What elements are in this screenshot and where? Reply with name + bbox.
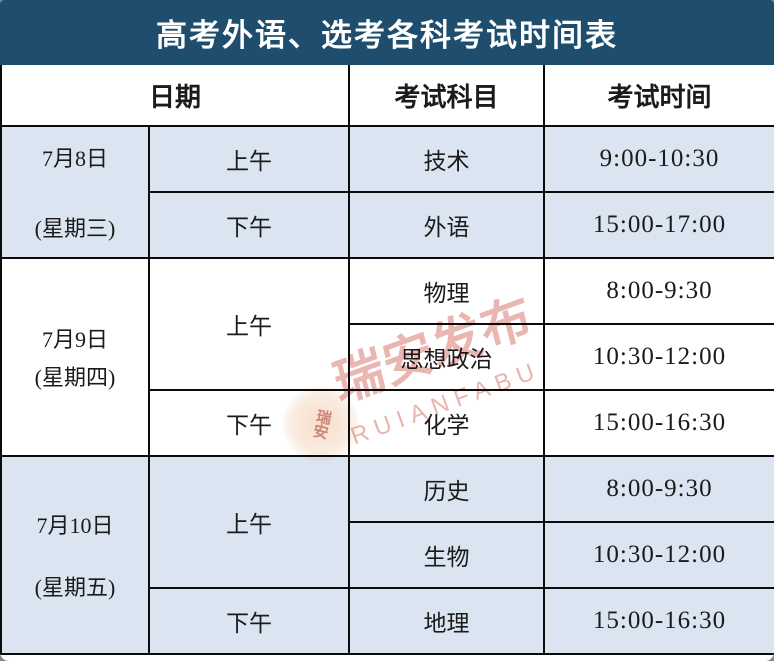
date-lines: 7月9日 (星期四) <box>2 322 148 392</box>
subject-cell: 思想政治 <box>348 323 546 391</box>
time-cell: 10:30-12:00 <box>543 521 774 589</box>
table-header-row: 日期 考试科目 考试时间 <box>0 65 774 127</box>
period-cell: 上午 <box>147 257 351 391</box>
time-cell: 15:00-17:00 <box>543 191 774 259</box>
page-title: 高考外语、选考各科考试时间表 <box>0 0 774 65</box>
subject-cell: 化学 <box>348 389 546 457</box>
weekday-text: (星期五) <box>34 575 116 600</box>
table-row: 7月8日 (星期三) 上午 技术 9:00-10:30 <box>0 125 774 259</box>
period-cell: 下午 <box>147 389 351 457</box>
date-text: 7月9日 <box>41 327 108 352</box>
time-cell: 15:00-16:30 <box>543 587 774 655</box>
column-header-date: 日期 <box>0 65 351 127</box>
table-row: 思想政治 10:30-12:00 <box>1 323 774 391</box>
period-cell: 上午 <box>147 125 351 193</box>
table-row: 生物 10:30-12:00 <box>1 521 774 589</box>
period-cell: 下午 <box>147 587 351 655</box>
weekday-text: (星期三) <box>34 216 116 241</box>
table-row: 下午 化学 15:00-16:30 <box>1 389 774 457</box>
date-cell-jul8: 7月8日 (星期三) <box>0 125 150 259</box>
table-row: 下午 地理 15:00-16:30 <box>1 587 774 655</box>
subject-cell: 地理 <box>348 587 546 655</box>
exam-schedule-table: 日期 考试科目 考试时间 7月8日 (星期三) 上午 技术 9:00-10:30… <box>0 65 774 655</box>
date-cell-jul10: 7月10日 (星期五) <box>0 455 150 655</box>
time-cell: 10:30-12:00 <box>543 323 774 391</box>
subject-cell: 历史 <box>348 455 546 523</box>
date-text: 7月10日 <box>36 513 114 538</box>
table-row: 7月9日 (星期四) 上午 物理 8:00-9:30 <box>0 257 774 457</box>
column-header-time: 考试时间 <box>543 65 774 127</box>
subject-cell: 外语 <box>348 191 546 259</box>
time-cell: 9:00-10:30 <box>543 125 774 193</box>
subject-cell: 物理 <box>348 257 546 325</box>
subject-cell: 生物 <box>348 521 546 589</box>
time-cell: 15:00-16:30 <box>543 389 774 457</box>
date-lines: 7月10日 (星期五) <box>2 508 148 602</box>
table-row: 下午 外语 15:00-17:00 <box>1 191 774 259</box>
period-cell: 上午 <box>147 455 351 589</box>
weekday-text: (星期四) <box>34 365 116 390</box>
period-cell: 下午 <box>147 191 351 259</box>
column-header-subject: 考试科目 <box>348 65 546 127</box>
date-text: 7月8日 <box>41 146 108 171</box>
time-cell: 8:00-9:30 <box>543 257 774 325</box>
table-row: 7月10日 (星期五) 上午 历史 8:00-9:30 <box>0 455 774 655</box>
date-cell-jul9: 7月9日 (星期四) <box>0 257 150 457</box>
date-lines: 7月8日 (星期三) <box>2 141 148 243</box>
subject-cell: 技术 <box>348 125 546 193</box>
time-cell: 8:00-9:30 <box>543 455 774 523</box>
